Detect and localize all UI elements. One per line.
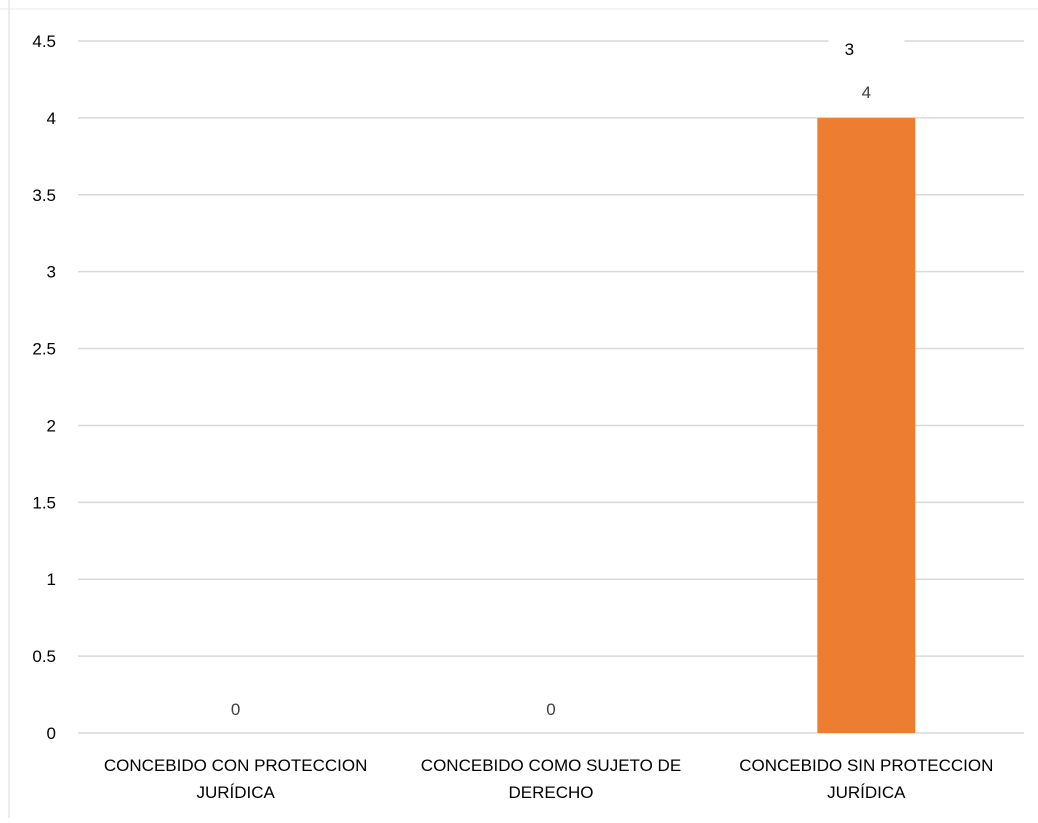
category-label: DERECHO: [508, 783, 593, 802]
y-tick-label: 0.5: [32, 647, 56, 666]
category-label: CONCEBIDO CON PROTECCION: [104, 756, 368, 775]
data-labels: 0 0 4: [231, 83, 871, 719]
category-label: CONCEBIDO SIN PROTECCION: [739, 756, 993, 775]
y-tick-label: 4: [47, 109, 56, 128]
annotation-background: [828, 30, 905, 56]
y-tick-label: 2.5: [32, 340, 56, 359]
y-tick-label: 0: [47, 724, 56, 743]
y-tick-label: 1: [47, 570, 56, 589]
bars: [817, 117, 916, 733]
bar: [817, 117, 916, 733]
y-tick-label: 1.5: [32, 493, 56, 512]
x-axis-category-labels: CONCEBIDO CON PROTECCION JURÍDICA CONCEBID…: [104, 756, 993, 802]
annotations: 3: [828, 30, 905, 59]
y-tick-label: 3.5: [32, 186, 56, 205]
data-label: 0: [231, 700, 240, 719]
annotation-label: 3: [845, 40, 854, 59]
data-label: 4: [862, 83, 871, 102]
y-tick-label: 3: [47, 263, 56, 282]
y-axis-tick-labels: 0 0.5 1 1.5 2 2.5 3 3.5 4 4.5: [32, 32, 56, 743]
data-label: 0: [546, 700, 555, 719]
y-tick-label: 2: [47, 416, 56, 435]
category-label: JURÍDICA: [827, 783, 906, 802]
y-tick-label: 4.5: [32, 32, 56, 51]
category-label: JURÍDICA: [196, 783, 275, 802]
category-label: CONCEBIDO COMO SUJETO DE: [421, 756, 681, 775]
